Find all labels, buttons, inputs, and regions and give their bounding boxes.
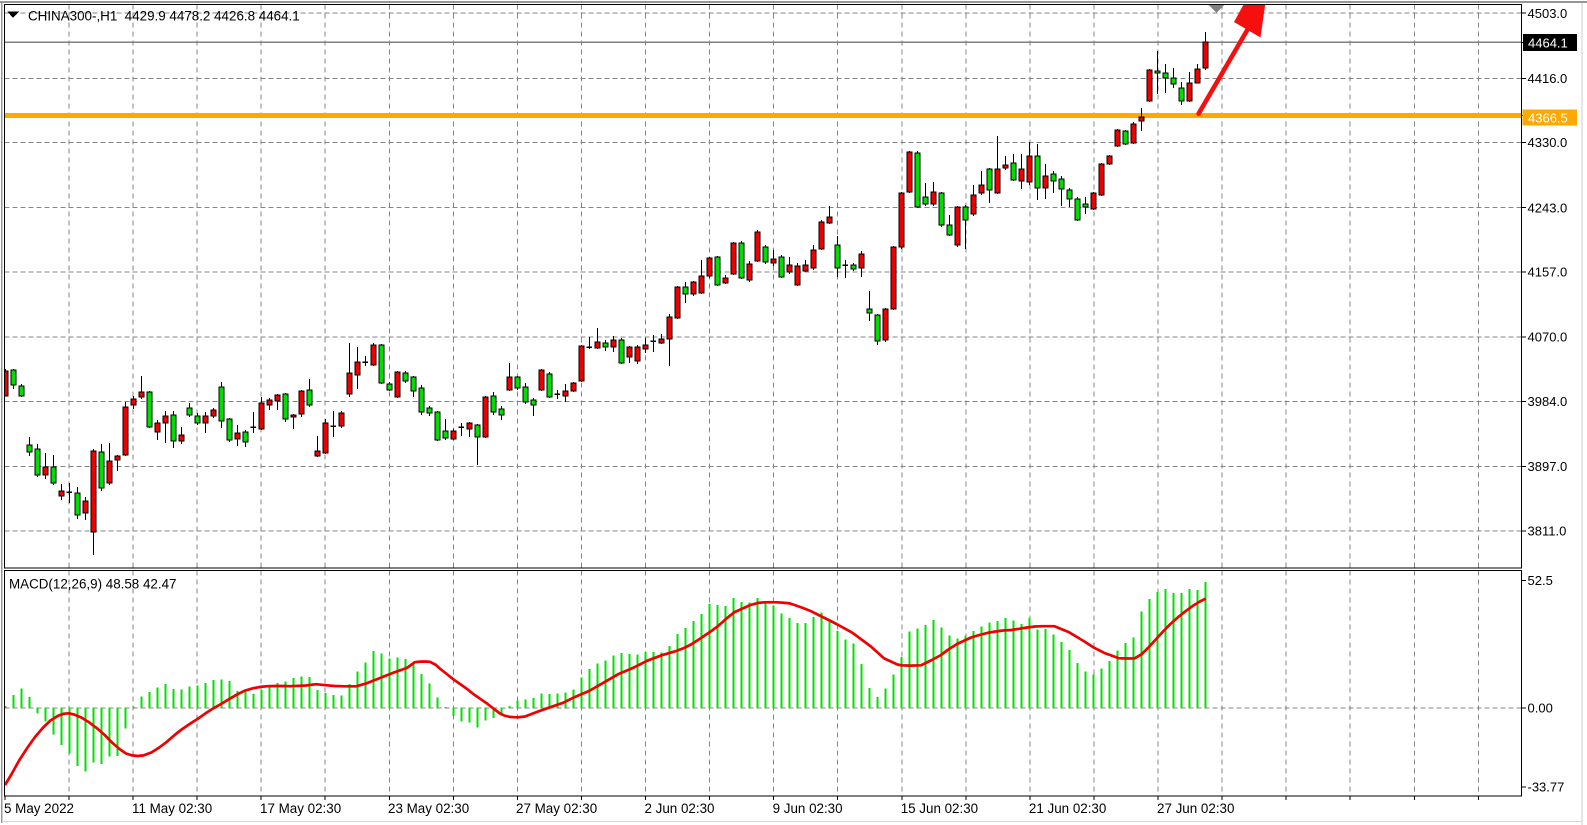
svg-text:17 May 02:30: 17 May 02:30 bbox=[260, 801, 341, 816]
svg-text:3811.0: 3811.0 bbox=[1528, 523, 1567, 538]
svg-text:21 Jun 02:30: 21 Jun 02:30 bbox=[1029, 801, 1106, 816]
svg-text:4416.0: 4416.0 bbox=[1528, 71, 1568, 86]
svg-text:23 May 02:30: 23 May 02:30 bbox=[388, 801, 469, 816]
svg-text:MACD(12,26,9) 48.58 42.47: MACD(12,26,9) 48.58 42.47 bbox=[9, 577, 176, 592]
svg-text:4070.0: 4070.0 bbox=[1528, 330, 1568, 345]
svg-text:4330.0: 4330.0 bbox=[1528, 135, 1568, 150]
svg-text:5 May 2022: 5 May 2022 bbox=[4, 801, 74, 816]
svg-text:4157.0: 4157.0 bbox=[1528, 265, 1568, 280]
svg-text:4366.5: 4366.5 bbox=[1528, 110, 1568, 125]
svg-text:2 Jun 02:30: 2 Jun 02:30 bbox=[645, 801, 715, 816]
svg-text:3897.0: 3897.0 bbox=[1528, 459, 1568, 474]
svg-text:0.00: 0.00 bbox=[1528, 700, 1553, 715]
svg-text:11 May 02:30: 11 May 02:30 bbox=[132, 801, 212, 816]
svg-text:9 Jun 02:30: 9 Jun 02:30 bbox=[773, 801, 843, 816]
svg-text:52.5: 52.5 bbox=[1528, 573, 1553, 588]
svg-text:3984.0: 3984.0 bbox=[1528, 394, 1568, 409]
svg-text:27 May 02:30: 27 May 02:30 bbox=[516, 801, 597, 816]
svg-text:4503.0: 4503.0 bbox=[1528, 6, 1568, 21]
svg-text:CHINA300-,H1 4429.9 4478.2 44: CHINA300-,H1 4429.9 4478.2 4426.8 4464.1 bbox=[28, 8, 300, 23]
svg-text:-33.77: -33.77 bbox=[1528, 780, 1565, 795]
svg-text:15 Jun 02:30: 15 Jun 02:30 bbox=[901, 801, 978, 816]
svg-text:27 Jun 02:30: 27 Jun 02:30 bbox=[1157, 801, 1234, 816]
svg-text:4464.1: 4464.1 bbox=[1528, 35, 1568, 50]
svg-text:4243.0: 4243.0 bbox=[1528, 200, 1568, 215]
